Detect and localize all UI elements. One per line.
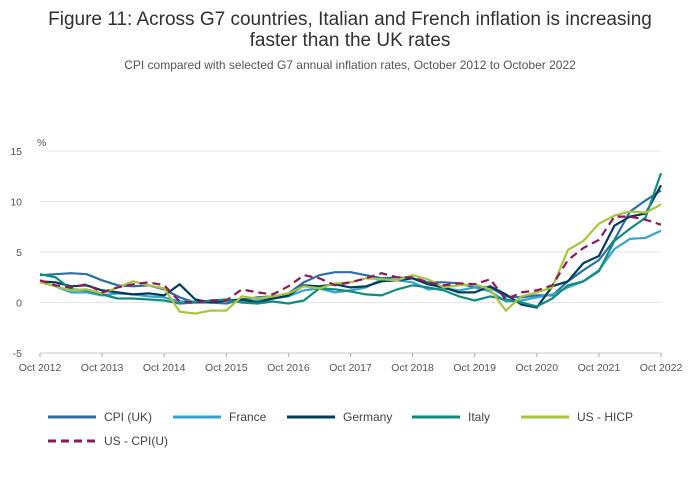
chart-title-line-1: Figure 11: Across G7 countries, Italian … xyxy=(48,9,652,30)
legend-item[interactable]: CPI (UK) xyxy=(48,410,152,424)
x-tick-label: Oct 2020 xyxy=(515,362,558,374)
legend-item[interactable]: US - CPI(U) xyxy=(48,434,168,448)
x-tick-label: Oct 2013 xyxy=(81,362,124,374)
legend[interactable]: CPI (UK) France Germany Italy US - HICP US - … xyxy=(48,410,633,448)
y-tick-label: 15 xyxy=(10,146,22,158)
series-line-us-hicp xyxy=(39,203,662,315)
legend-item[interactable]: US - HICP xyxy=(521,410,633,424)
legend-label: US - CPI(U) xyxy=(104,434,168,448)
x-axis-ticks: Oct 2012 Oct 2013 Oct 2014 Oct 2015 Oct 2016… xyxy=(19,352,683,374)
legend-label: CPI (UK) xyxy=(104,410,152,424)
y-axis-ticks: 15 10 5 0 -5 xyxy=(10,146,22,360)
x-tick-label: Oct 2015 xyxy=(205,362,248,374)
series-line-germany xyxy=(39,184,662,309)
x-tick-label: Oct 2021 xyxy=(578,362,621,374)
x-tick-label: Oct 2018 xyxy=(391,362,434,374)
legend-label: Germany xyxy=(343,410,392,424)
y-tick-label: 0 xyxy=(16,298,22,310)
series-line-us-cpi-u xyxy=(39,215,662,304)
x-tick-label: Oct 2014 xyxy=(143,362,186,374)
chart-title-line-2: faster than the UK rates xyxy=(250,30,451,51)
series-line-italy xyxy=(39,172,663,308)
legend-item[interactable]: Italy xyxy=(412,410,490,424)
x-tick-label: Oct 2012 xyxy=(19,362,62,374)
x-tick-label: Oct 2022 xyxy=(640,362,683,374)
series-line-cpi-uk xyxy=(39,189,662,305)
legend-label: Italy xyxy=(468,410,490,424)
chart-subtitle: CPI compared with selected G7 annual inf… xyxy=(124,58,576,72)
y-tick-label: -5 xyxy=(13,348,22,360)
y-axis-unit-label: % xyxy=(37,137,46,149)
legend-item[interactable]: Germany xyxy=(287,410,392,424)
x-tick-label: Oct 2016 xyxy=(267,362,310,374)
x-tick-label: Oct 2019 xyxy=(453,362,496,374)
y-tick-label: 5 xyxy=(16,247,22,259)
x-tick-label: Oct 2017 xyxy=(329,362,372,374)
legend-label: France xyxy=(229,410,267,424)
legend-label: US - HICP xyxy=(577,410,633,424)
y-tick-label: 10 xyxy=(10,197,22,209)
series-lines xyxy=(39,172,663,315)
legend-item[interactable]: France xyxy=(173,410,267,424)
